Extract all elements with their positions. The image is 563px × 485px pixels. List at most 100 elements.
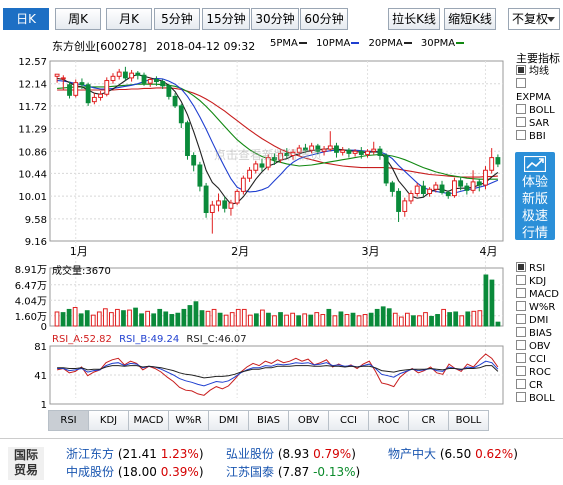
indicator-ma[interactable]: 均线 [516, 65, 563, 78]
volume-bar [495, 321, 501, 327]
candle-body [247, 169, 252, 179]
period-tab-5min[interactable]: 5分钟 [154, 8, 200, 30]
indicator-boll[interactable]: BOLL [516, 104, 563, 117]
candle-body [91, 96, 97, 103]
candle-body [79, 82, 85, 86]
volume-bar [350, 312, 356, 327]
tab-wr[interactable]: W%R [169, 410, 209, 431]
related-stock-item[interactable]: 中成股份 (18.00 0.39%) [66, 465, 204, 479]
period-tab-week[interactable]: 周K [55, 8, 101, 30]
candle-body [85, 84, 91, 104]
candle-body [420, 185, 426, 194]
volume-bar [127, 309, 132, 327]
price-tick-label: 12.57 [18, 57, 47, 68]
volume-bar [338, 311, 344, 327]
period-tab-60min[interactable]: 60分钟 [300, 8, 348, 30]
volume-bar [66, 308, 72, 327]
tab-kdj[interactable]: KDJ [89, 410, 129, 431]
volume-bar [386, 308, 392, 327]
candle-body [54, 73, 60, 77]
tab-obv[interactable]: OBV [289, 410, 329, 431]
tab-rsi[interactable]: RSI [48, 410, 89, 431]
related-stock-item[interactable]: 物产中大 (6.50 0.62%) [388, 447, 518, 461]
volume-bar [266, 312, 271, 327]
chart-title: 东方创业[600278] 2018-04-12 09:32 [52, 38, 255, 54]
checkbox-icon [516, 65, 526, 75]
volume-bar [423, 312, 428, 327]
volume-tick-label: 1.60万 [15, 312, 47, 323]
period-tab-day[interactable]: 日K [3, 8, 49, 30]
candle-body [427, 188, 433, 194]
rsi-line-rsi-a [56, 353, 499, 396]
rsi-b-label: RSI_B:49.24 [119, 334, 180, 345]
candle-body [172, 95, 178, 107]
main-indicator-title: 主要指标 [516, 52, 560, 65]
candle-body [98, 93, 103, 98]
candle-body [271, 157, 277, 161]
sub-indicator-kdj[interactable]: KDJ [516, 275, 559, 288]
period-tab-30min[interactable]: 30分钟 [251, 8, 299, 30]
volume-bar [145, 310, 151, 327]
tab-dmi[interactable]: DMI [209, 410, 249, 431]
sub-indicator-boll[interactable]: BOLL [516, 392, 559, 405]
tab-cci[interactable]: CCI [329, 410, 369, 431]
volume-bar [356, 315, 362, 327]
related-stock-item[interactable]: 弘业股份 (8.93 0.79%) [226, 447, 356, 461]
sub-indicator-macd[interactable]: MACD [516, 288, 559, 301]
candle-body [389, 182, 395, 192]
sector-footer: 国际 贸易 浙江东方 (21.41 1.23%) 弘业股份 (8.93 0.79… [0, 438, 563, 485]
promo-line-3: 极速 [521, 209, 548, 224]
candle-body [278, 152, 284, 161]
candle-body [452, 180, 457, 197]
related-stock-item[interactable]: 浙江东方 (21.41 1.23%) [66, 447, 204, 461]
sub-indicator-cci[interactable]: CCI [516, 353, 559, 366]
related-stock-item[interactable]: 江苏国泰 (7.87 -0.13%) [226, 465, 361, 479]
shrink-kline-button[interactable]: 缩短K线 [444, 8, 496, 30]
candle-body [483, 169, 488, 186]
sub-indicator-bias[interactable]: BIAS [516, 327, 559, 340]
period-tab-month[interactable]: 月K [106, 8, 152, 30]
volume-bar [90, 314, 96, 327]
candle-body [365, 150, 370, 155]
candle-body [408, 192, 414, 202]
tab-bias[interactable]: BIAS [249, 410, 289, 431]
volume-bar [320, 314, 326, 327]
month-tick-label: 1月 [70, 245, 88, 258]
tab-boll[interactable]: BOLL [449, 410, 489, 431]
adjust-select[interactable]: 不复权 [508, 8, 560, 30]
indicator-sar[interactable]: SAR [516, 117, 563, 130]
tab-macd[interactable]: MACD [129, 410, 169, 431]
tab-cr[interactable]: CR [409, 410, 449, 431]
volume-bar [175, 312, 181, 327]
stock-chart[interactable]: 12.57 12.14 11.72 11.29 10.86 10.44 10.01 9.58 9… [0, 0, 510, 410]
sub-indicator-wr[interactable]: W%R [516, 301, 559, 314]
candle-body [73, 82, 79, 96]
sub-indicator-rsi[interactable]: RSI [516, 262, 559, 275]
sub-indicator-obv[interactable]: OBV [516, 340, 559, 353]
indicator-bbi[interactable]: BBI [516, 130, 563, 143]
candle-body [191, 154, 197, 166]
volume-bar [235, 308, 241, 327]
volume-label: 成交量:3670 [52, 266, 111, 277]
indicator-expma[interactable]: EXPMA [516, 78, 563, 104]
sub-indicator-dmi[interactable]: DMI [516, 314, 559, 327]
tab-roc[interactable]: ROC [369, 410, 409, 431]
volume-bar [115, 308, 120, 327]
new-quote-promo[interactable]: 体验 新版 极速 行情 [515, 152, 555, 241]
volume-bar [199, 310, 205, 327]
volume-bar [308, 314, 314, 327]
volume-bar [151, 313, 157, 327]
candle-body [203, 185, 209, 213]
stretch-kline-button[interactable]: 拉长K线 [388, 8, 440, 30]
period-tab-15min[interactable]: 15分钟 [202, 8, 250, 30]
sub-indicator-roc[interactable]: ROC [516, 366, 559, 379]
ma5-swatch [298, 42, 307, 44]
candle-body [433, 184, 439, 190]
candle-body [265, 157, 271, 168]
sub-indicator-cr[interactable]: CR [516, 379, 559, 392]
ma5-legend: 5PMA [270, 38, 313, 49]
volume-bar [429, 315, 434, 327]
volume-bar [477, 310, 483, 327]
volume-bar [139, 313, 144, 327]
ma30-line [57, 87, 498, 178]
